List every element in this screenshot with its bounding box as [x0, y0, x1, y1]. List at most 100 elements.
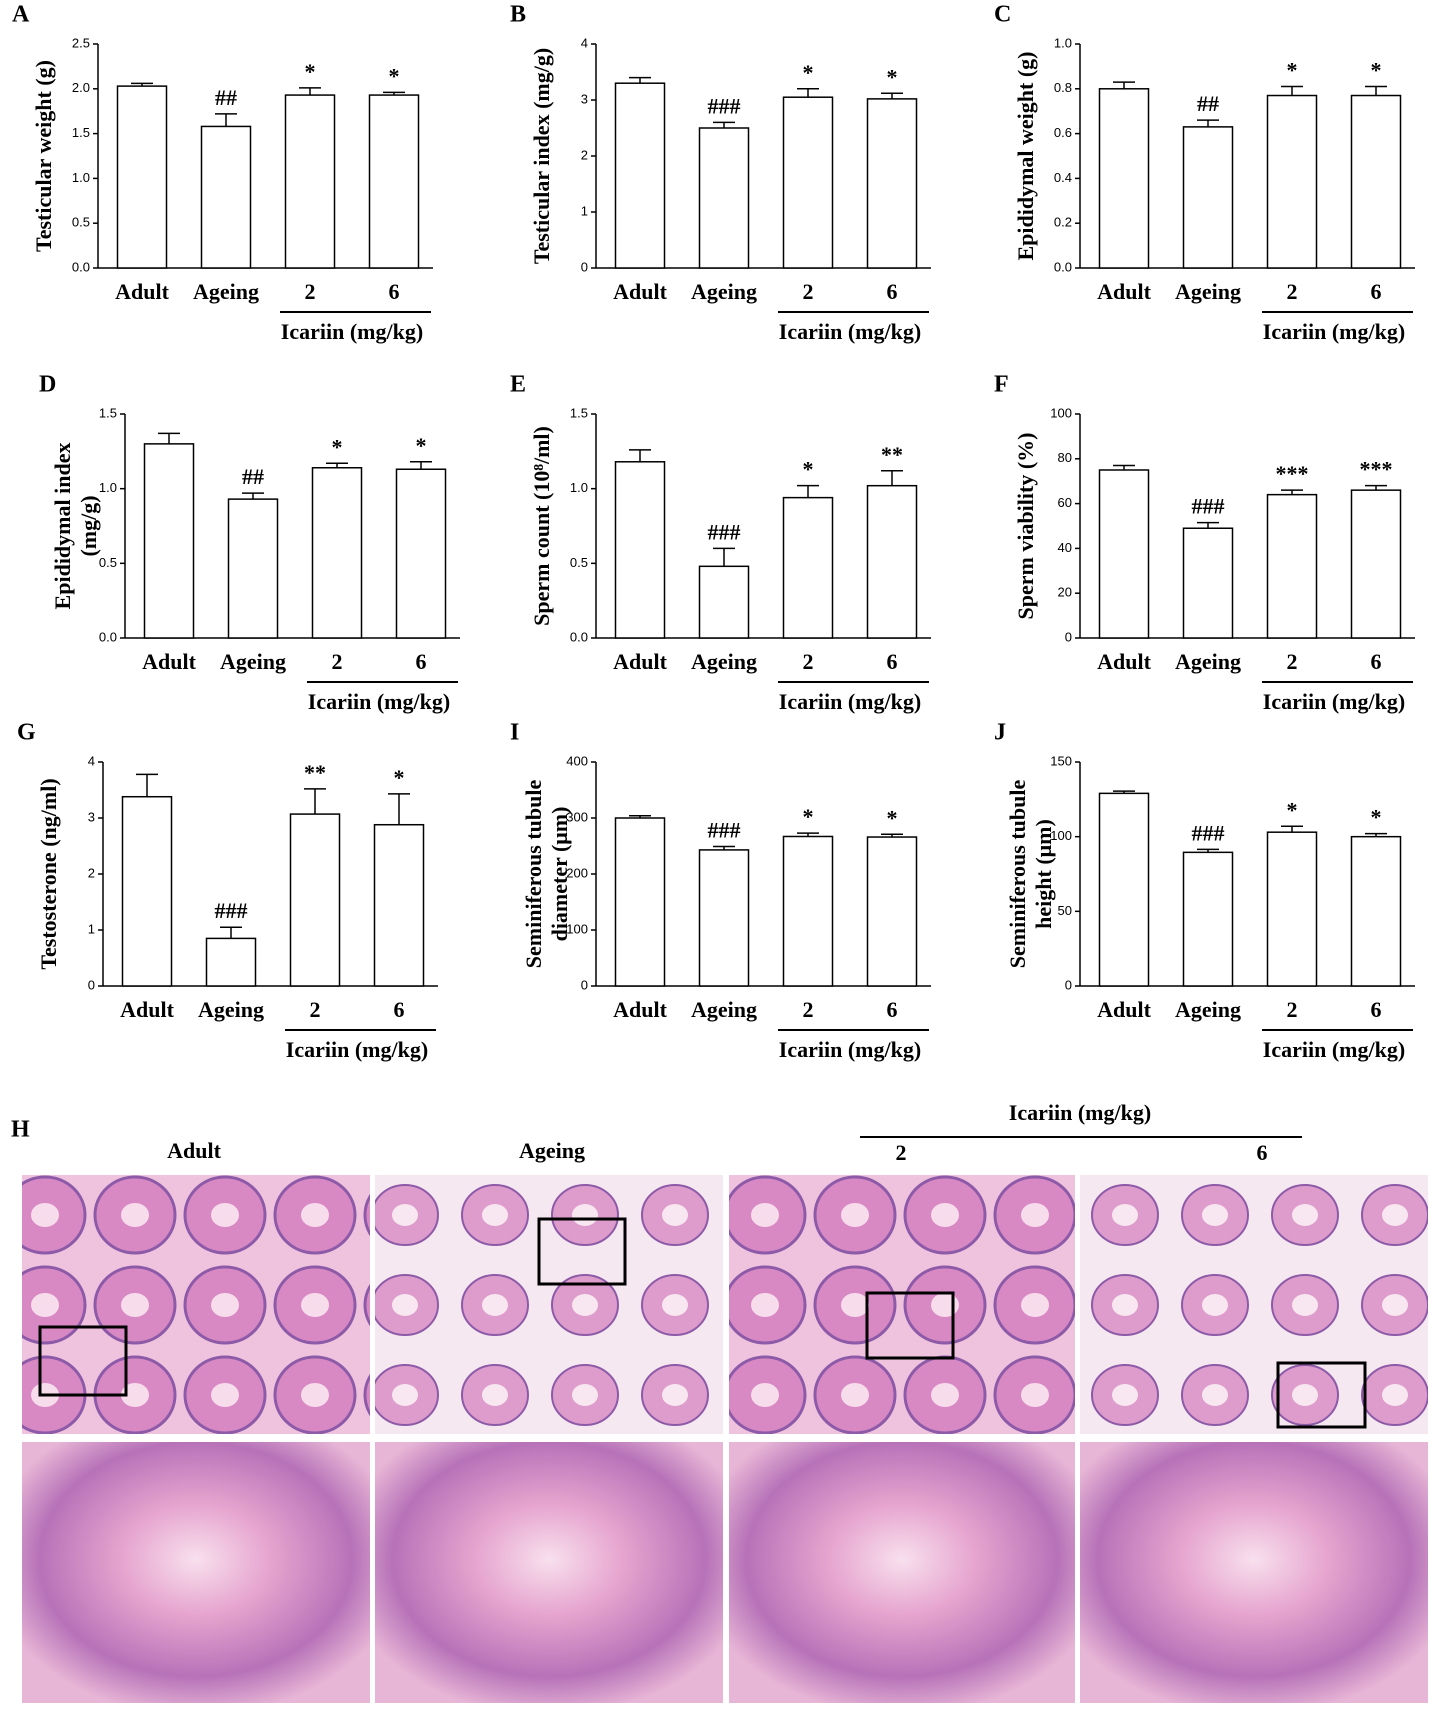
bar	[227, 498, 279, 639]
x-tick-label: Ageing	[691, 279, 757, 304]
significance-label: **	[881, 442, 903, 467]
micrograph	[729, 1175, 1075, 1434]
column-title: 2	[896, 1140, 907, 1165]
significance-label: ***	[1276, 461, 1309, 486]
bar	[1266, 493, 1318, 639]
y-tick-label: 50	[1058, 903, 1072, 918]
y-tick-label: 300	[566, 809, 588, 824]
bar	[698, 565, 750, 639]
significance-label: **	[304, 760, 326, 785]
bar	[782, 96, 834, 269]
group-label: Icariin (mg/kg)	[281, 319, 423, 344]
significance-label: *	[803, 804, 814, 829]
bar	[1098, 88, 1150, 269]
significance-label: ##	[242, 464, 264, 489]
y-tick-label: 0.6	[1054, 125, 1072, 140]
x-tick-label: 6	[1371, 997, 1382, 1022]
y-tick-label: 1	[88, 921, 95, 936]
significance-label: ###	[215, 898, 248, 923]
x-tick-label: 2	[332, 649, 343, 674]
x-tick-label: Ageing	[1175, 649, 1241, 674]
y-axis-label: Testicular weight (g)	[31, 60, 56, 252]
chart-panel: G Testosterone (ng/ml) 0 1 2 3 4 Adult Ageing ###…	[17, 720, 438, 1062]
micrograph	[1080, 1175, 1428, 1434]
bar	[1098, 792, 1150, 987]
x-tick-label: Adult	[613, 649, 667, 674]
panel-label: I	[510, 720, 519, 746]
bar	[866, 484, 918, 639]
bar	[614, 461, 666, 639]
significance-label: ###	[708, 519, 741, 544]
x-tick-label: 6	[394, 997, 405, 1022]
y-tick-label: 200	[566, 865, 588, 880]
group-label: Icariin (mg/kg)	[779, 1037, 921, 1062]
zoom-box	[537, 1217, 627, 1286]
y-axis-label: Testosterone (ng/ml)	[36, 778, 61, 969]
significance-label: ***	[1360, 457, 1393, 482]
y-tick-label: 2.5	[72, 35, 90, 50]
y-tick-label: 1.0	[1054, 35, 1072, 50]
x-tick-label: 2	[305, 279, 316, 304]
bar	[866, 98, 918, 269]
y-tick-label: 1.0	[72, 170, 90, 185]
group-label: Icariin (mg/kg)	[779, 319, 921, 344]
bar	[205, 937, 257, 987]
x-tick-label: 6	[887, 279, 898, 304]
y-tick-label: 80	[1058, 450, 1072, 465]
x-tick-label: 2	[803, 279, 814, 304]
y-tick-label: 0.5	[570, 555, 588, 570]
column-title: Adult	[167, 1138, 221, 1163]
y-tick-label: 0.0	[570, 629, 588, 644]
zoom-box	[38, 1325, 128, 1397]
panel-label: C	[994, 2, 1011, 28]
significance-label: ###	[1192, 494, 1225, 519]
x-tick-label: Ageing	[193, 279, 259, 304]
y-axis-label: (mg/g)	[76, 495, 101, 556]
y-tick-label: 0.5	[99, 555, 117, 570]
x-tick-label: Adult	[120, 997, 174, 1022]
group-label: Icariin (mg/kg)	[1009, 1100, 1151, 1125]
group-label: Icariin (mg/kg)	[1263, 1037, 1405, 1062]
y-axis-label: Sperm count (10⁸/ml)	[529, 426, 554, 626]
x-tick-label: 2	[803, 649, 814, 674]
x-tick-label: Adult	[613, 279, 667, 304]
significance-label: *	[416, 433, 427, 458]
significance-label: ###	[708, 818, 741, 843]
bar	[1266, 94, 1318, 269]
y-tick-label: 0.4	[1054, 170, 1072, 185]
bar	[1350, 489, 1402, 639]
bar	[1182, 527, 1234, 639]
y-axis-label: Sperm viability (%)	[1013, 433, 1038, 620]
y-axis-label: Epididymal weight (g)	[1013, 51, 1038, 260]
y-tick-label: 0	[88, 977, 95, 992]
histology-panel: H Icariin (mg/kg) Adult Ageing 2 6	[11, 1100, 1428, 1703]
group-label: Icariin (mg/kg)	[286, 1037, 428, 1062]
x-tick-label: Adult	[115, 279, 169, 304]
significance-label: *	[887, 805, 898, 830]
micrograph-zoom	[22, 1442, 370, 1703]
y-axis-label: Epididymal index	[50, 443, 75, 610]
bar	[368, 94, 420, 269]
panel-label: J	[994, 720, 1006, 746]
bar	[200, 125, 252, 269]
x-tick-label: 2	[1287, 649, 1298, 674]
y-tick-label: 0.0	[99, 629, 117, 644]
x-tick-label: 6	[887, 649, 898, 674]
chart-panel: A Testicular weight (g) 0.0 0.5 1.0 1.5 2.0 2.5…	[12, 2, 433, 344]
column-title: 6	[1257, 1140, 1268, 1165]
y-tick-label: 100	[1050, 828, 1072, 843]
panel-label: A	[12, 2, 30, 28]
y-tick-label: 0.2	[1054, 215, 1072, 230]
x-tick-label: Ageing	[198, 997, 264, 1022]
y-tick-label: 40	[1058, 540, 1072, 555]
panel-label: E	[510, 372, 526, 398]
x-tick-label: Ageing	[691, 649, 757, 674]
y-tick-label: 0.0	[1054, 259, 1072, 274]
x-tick-label: Ageing	[691, 997, 757, 1022]
significance-label: ###	[1192, 820, 1225, 845]
bar	[1350, 835, 1402, 987]
y-tick-label: 0	[581, 259, 588, 274]
